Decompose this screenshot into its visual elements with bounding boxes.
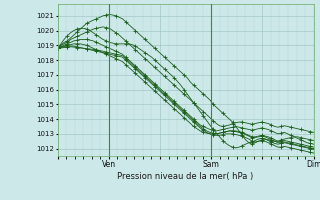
X-axis label: Pression niveau de la mer( hPa ): Pression niveau de la mer( hPa )	[117, 172, 254, 181]
